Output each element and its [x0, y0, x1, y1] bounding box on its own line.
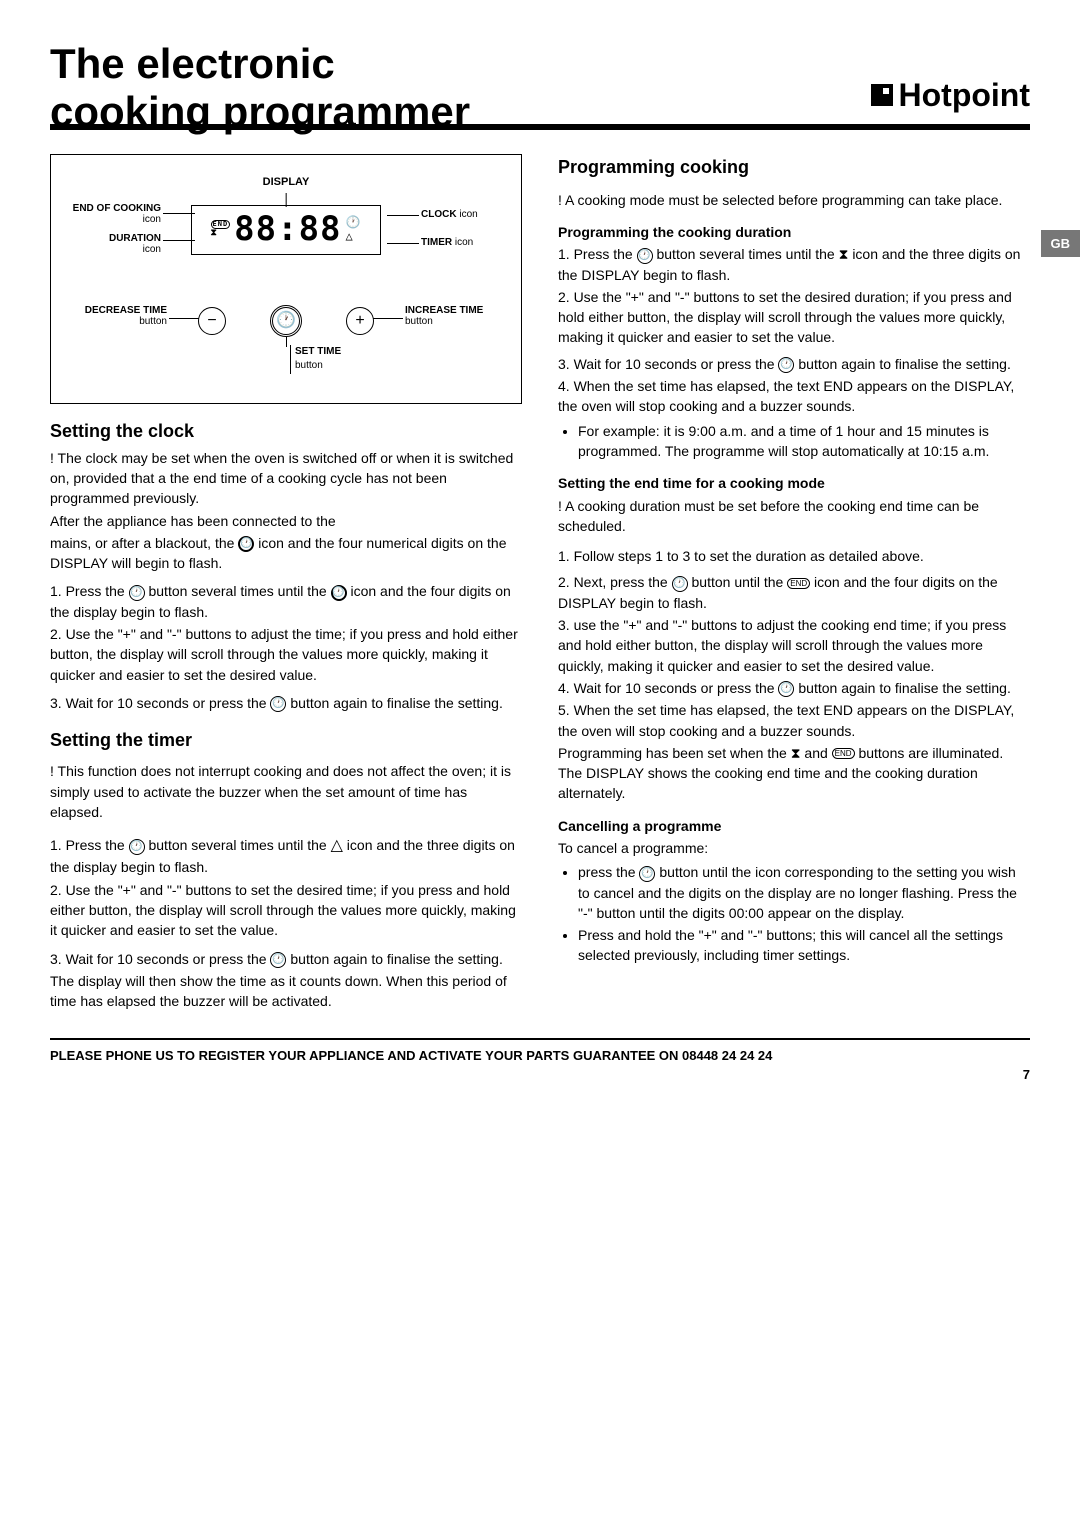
end-of-cooking-label: END OF COOKING icon	[61, 203, 161, 225]
clock-icon: 🕐	[270, 696, 286, 712]
clock-label: CLOCK icon	[421, 209, 511, 220]
body-text: Programming has been set when the ⧗ and …	[558, 743, 1030, 804]
body-text: To cancel a programme:	[558, 838, 1030, 858]
clock-icon: 🕐	[238, 536, 254, 552]
bell-icon: △	[331, 837, 343, 854]
setting-timer-heading: Setting the timer	[50, 727, 522, 753]
clock-icon: 🕐	[270, 952, 286, 968]
list-item: press the 🕐 button until the icon corres…	[578, 862, 1030, 923]
clock-icon: 🕐	[129, 585, 145, 601]
body-text: 3. Wait for 10 seconds or press the 🕐 bu…	[50, 693, 522, 713]
language-tab: GB	[1041, 230, 1080, 257]
hourglass-icon: ⧗	[839, 246, 849, 262]
brand-text: Hotpoint	[899, 77, 1031, 114]
title-line-1: The electronic	[50, 40, 335, 87]
hourglass-icon: ⧗	[211, 229, 231, 239]
connector-line	[286, 337, 287, 347]
body-text: 2. Use the "+" and "-" buttons to set th…	[558, 287, 1030, 348]
lcd-right-icons: 🕐 △	[346, 216, 362, 242]
clock-icon: 🕐	[637, 248, 653, 264]
end-icon: END	[832, 748, 855, 759]
brand-logo: Hotpoint	[871, 77, 1031, 114]
title-line-2: cooking programmer	[50, 88, 470, 135]
connector-line	[163, 240, 195, 241]
body-text: ! This function does not interrupt cooki…	[50, 761, 522, 822]
programming-duration-heading: Programming the cooking duration	[558, 222, 1030, 242]
connector-line	[163, 213, 195, 214]
clock-button-icon: 🕐	[270, 305, 302, 337]
decrease-time-label: DECREASE TIME button	[57, 305, 167, 327]
body-text: mains, or after a blackout, the 🕐 icon a…	[50, 533, 522, 574]
body-text: 2. Next, press the 🕐 button until the EN…	[558, 572, 1030, 613]
timer-label: TIMER icon	[421, 237, 511, 248]
lcd-digits: 88:88	[234, 205, 341, 254]
clock-icon: 🕐	[672, 576, 688, 592]
body-text: 2. Use the "+" and "-" buttons to set th…	[50, 880, 522, 941]
body-text: 3. Wait for 10 seconds or press the 🕐 bu…	[50, 949, 522, 969]
bell-icon-small: △	[346, 230, 362, 243]
end-time-heading: Setting the end time for a cooking mode	[558, 473, 1030, 493]
footer-divider	[50, 1038, 1030, 1040]
body-text: 4. Wait for 10 seconds or press the 🕐 bu…	[558, 678, 1030, 698]
display-label: DISPLAY	[263, 175, 310, 191]
setting-clock-heading: Setting the clock	[50, 418, 522, 444]
body-text: 5. When the set time has elapsed, the te…	[558, 700, 1030, 741]
minus-button-icon: −	[198, 307, 226, 335]
hourglass-icon: ⧗	[791, 745, 801, 761]
body-text: 2. Use the "+" and "-" buttons to adjust…	[50, 624, 522, 685]
body-text: 1. Press the 🕐 button several times unti…	[50, 834, 522, 877]
list-item: Press and hold the "+" and "-" buttons; …	[578, 925, 1030, 966]
brand-square-icon	[871, 84, 893, 106]
left-column: DISPLAY END ⧗ 88:88 🕐 △ END OF COOKING i…	[50, 154, 522, 1014]
body-text: After the appliance has been connected t…	[50, 511, 522, 531]
set-time-label: SET TIME button	[290, 345, 341, 374]
body-text: 3. use the "+" and "-" buttons to adjust…	[558, 615, 1030, 676]
clock-icon: 🕐	[778, 357, 794, 373]
connector-line	[387, 215, 419, 216]
cancelling-heading: Cancelling a programme	[558, 816, 1030, 836]
end-icon: END	[787, 578, 810, 589]
body-text: ! The clock may be set when the oven is …	[50, 448, 522, 509]
duration-label: DURATION icon	[61, 233, 161, 255]
right-column: Programming cooking ! A cooking mode mus…	[558, 154, 1030, 1014]
footer-text: PLEASE PHONE US TO REGISTER YOUR APPLIAN…	[50, 1048, 1030, 1063]
programmer-diagram: DISPLAY END ⧗ 88:88 🕐 △ END OF COOKING i…	[50, 154, 522, 404]
body-text: 1. Press the 🕐 button several times unti…	[558, 244, 1030, 285]
clock-icon: 🕐	[778, 681, 794, 697]
body-text: 1. Press the 🕐 button several times unti…	[50, 581, 522, 622]
programming-cooking-heading: Programming cooking	[558, 154, 1030, 180]
connector-line	[373, 318, 403, 319]
clock-icon: 🕐	[639, 866, 655, 882]
body-text: ! A cooking mode must be selected before…	[558, 190, 1030, 210]
body-text: 4. When the set time has elapsed, the te…	[558, 376, 1030, 417]
content-columns: DISPLAY END ⧗ 88:88 🕐 △ END OF COOKING i…	[50, 154, 1030, 1014]
lcd-display: END ⧗ 88:88 🕐 △	[191, 205, 381, 255]
connector-line	[387, 243, 419, 244]
clock-icon: 🕐	[331, 585, 347, 601]
connector-line	[169, 318, 199, 319]
clock-icon: 🕐	[129, 839, 145, 855]
example-list: For example: it is 9:00 a.m. and a time …	[558, 421, 1030, 462]
lcd-left-icons: END ⧗	[211, 220, 231, 240]
body-text: 3. Wait for 10 seconds or press the 🕐 bu…	[558, 354, 1030, 374]
increase-time-label: INCREASE TIME button	[405, 305, 515, 327]
body-text: ! A cooking duration must be set before …	[558, 496, 1030, 537]
plus-button-icon: +	[346, 307, 374, 335]
body-text: The display will then show the time as i…	[50, 971, 522, 1012]
list-item: For example: it is 9:00 a.m. and a time …	[578, 421, 1030, 462]
body-text: 1. Follow steps 1 to 3 to set the durati…	[558, 546, 1030, 566]
page-number: 7	[50, 1067, 1030, 1082]
cancel-list: press the 🕐 button until the icon corres…	[558, 862, 1030, 965]
